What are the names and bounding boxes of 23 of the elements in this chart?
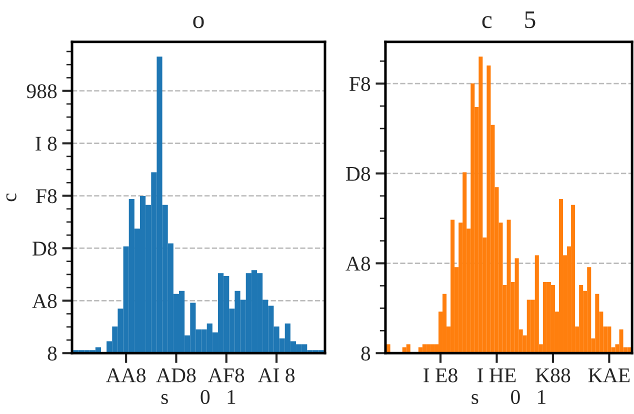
text: 8	[361, 346, 370, 361]
text: I 8	[36, 136, 57, 151]
x-tick-label: AD8	[156, 368, 196, 382]
text: F8	[349, 76, 370, 92]
x-axis-title: s 0 1	[472, 390, 546, 404]
x-tick-label: I E8	[424, 368, 458, 382]
text: F8	[36, 189, 57, 204]
text: 8	[48, 346, 57, 361]
text: D8	[32, 242, 57, 256]
x-tick-label: AI 8	[258, 368, 295, 382]
text: 988	[26, 84, 57, 98]
text: A8	[32, 294, 57, 308]
x-tick-label: I HE	[478, 368, 516, 382]
y-axis-title: c	[6, 193, 16, 202]
x-axis-title: s 0 1	[161, 390, 236, 404]
x-tick-label: AA8	[106, 368, 146, 382]
x-tick-label: K88	[536, 368, 570, 382]
text: D8	[346, 166, 370, 181]
x-tick-label: AF8	[208, 368, 244, 382]
chart-title: c 5	[482, 12, 536, 28]
chart-title: o	[193, 16, 204, 28]
x-tick-label: KAE	[588, 368, 630, 382]
text: A8	[346, 256, 370, 271]
